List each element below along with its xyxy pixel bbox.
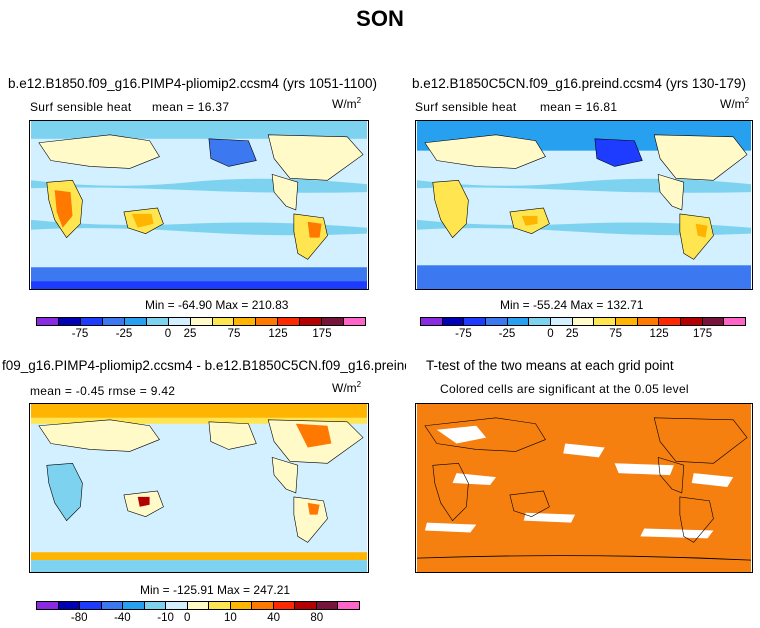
panel4-subtitle: Colored cells are significant at the 0.0…	[440, 382, 689, 396]
colorbar-tick-label: -80	[70, 612, 88, 624]
colorbar-swatch	[168, 318, 191, 325]
page-title: SON	[356, 6, 404, 31]
colorbar-swatch	[594, 318, 617, 325]
colorbar-swatch	[486, 318, 508, 325]
colorbar-tick-label: 0	[183, 612, 191, 624]
colorbar-tick-label: -25	[498, 328, 516, 340]
colorbar-tick-label: 175	[692, 328, 713, 340]
panel3-units: W/m2	[332, 380, 362, 395]
panel1-colorbar-ticks: -75 -25 0 25 75 125 175	[36, 328, 366, 342]
colorbar-swatch	[529, 318, 552, 325]
colorbar-swatch	[230, 602, 253, 609]
panel1-units: W/m2	[332, 96, 362, 111]
panel2-colorbar	[420, 317, 746, 326]
panel1-minmax: Min = -64.90 Max = 210.83	[145, 298, 289, 312]
panel1-title: b.e12.B1850.f09_g16.PIMP4-pliomip2.ccsm4…	[8, 76, 377, 91]
panel4-title: T-test of the two means at each grid poi…	[426, 358, 674, 373]
colorbar-tick-label: 10	[223, 612, 237, 624]
colorbar-swatch	[146, 318, 169, 325]
colorbar-swatch	[166, 602, 188, 609]
colorbar-swatch	[464, 318, 487, 325]
colorbar-tick-label: -25	[115, 328, 133, 340]
colorbar-swatch	[102, 318, 125, 325]
colorbar-swatch	[37, 602, 59, 609]
panel2-map	[415, 120, 753, 290]
colorbar-tick-label: 175	[312, 328, 332, 340]
colorbar-swatch	[124, 318, 147, 325]
colorbar-swatch	[212, 318, 235, 325]
colorbar-swatch	[702, 318, 725, 325]
colorbar-tick-label: 125	[268, 328, 288, 340]
colorbar-swatch	[659, 318, 682, 325]
colorbar-swatch	[551, 318, 573, 325]
colorbar-swatch	[616, 318, 638, 325]
panel2-mean: mean = 16.81	[540, 100, 618, 114]
panel2-minmax: Min = -55.24 Max = 132.71	[500, 298, 644, 312]
colorbar-swatch	[322, 318, 345, 325]
colorbar-swatch	[300, 318, 323, 325]
colorbar-tick-label: -75	[71, 328, 89, 340]
panel1-map	[29, 120, 369, 290]
colorbar-swatch	[273, 602, 296, 609]
colorbar-swatch	[572, 318, 595, 325]
colorbar-swatch	[144, 602, 167, 609]
colorbar-swatch	[256, 318, 279, 325]
colorbar-swatch	[123, 602, 145, 609]
colorbar-swatch	[80, 602, 102, 609]
colorbar-swatch	[344, 318, 366, 325]
colorbar-swatch	[209, 602, 231, 609]
colorbar-swatch	[278, 318, 301, 325]
colorbar-swatch	[234, 318, 257, 325]
colorbar-swatch	[421, 318, 443, 325]
colorbar-swatch	[58, 602, 81, 609]
colorbar-swatch	[187, 602, 210, 609]
panel4-map	[415, 403, 753, 573]
colorbar-swatch	[724, 318, 746, 325]
colorbar-swatch	[37, 318, 59, 325]
colorbar-swatch	[507, 318, 530, 325]
panel2-units: W/m2	[720, 96, 750, 111]
colorbar-swatch	[101, 602, 124, 609]
panel3-map	[29, 403, 369, 573]
colorbar-tick-label: 0	[547, 328, 554, 340]
colorbar-tick-label: 75	[609, 328, 622, 340]
panel2-title: b.e12.B1850C5CN.f09_g16.preind.ccsm4 (yr…	[412, 76, 746, 91]
panel1-mean: mean = 16.37	[152, 100, 230, 114]
colorbar-tick-label: -75	[455, 328, 472, 340]
colorbar-swatch	[58, 318, 81, 325]
colorbar-swatch	[252, 602, 274, 609]
colorbar-tick-label: 0	[164, 328, 172, 340]
colorbar-swatch	[316, 602, 339, 609]
panel3-stats: mean = -0.45 rmse = 9.42	[30, 384, 176, 398]
colorbar-tick-label: 80	[310, 612, 324, 624]
panel3-colorbar-ticks: -80 -40 -10 0 10 40 80	[36, 612, 360, 626]
colorbar-swatch	[190, 318, 213, 325]
colorbar-swatch	[295, 602, 317, 609]
colorbar-tick-label: 40	[267, 612, 280, 624]
colorbar-tick-label: -10	[157, 612, 174, 624]
colorbar-swatch	[637, 318, 660, 325]
panel1-variable: Surf sensible heat	[30, 100, 132, 114]
panel3-minmax: Min = -125.91 Max = 247.21	[140, 583, 291, 597]
colorbar-tick-label: -40	[114, 612, 131, 624]
colorbar-swatch	[80, 318, 103, 325]
colorbar-swatch	[338, 602, 359, 609]
panel1-colorbar	[36, 317, 366, 326]
colorbar-tick-label: 125	[649, 328, 669, 340]
panel2-variable: Surf sensible heat	[415, 100, 517, 114]
panel2-colorbar-ticks: -75 -25 0 25 75 125 175	[420, 328, 746, 342]
panel3-colorbar	[36, 601, 360, 610]
colorbar-swatch	[681, 318, 703, 325]
colorbar-tick-label: 75	[227, 328, 241, 340]
colorbar-tick-label: 25	[183, 328, 197, 340]
panel3-title: f09_g16.PIMP4-pliomip2.ccsm4 - b.e12.B18…	[2, 358, 406, 373]
colorbar-tick-label: 25	[565, 328, 579, 340]
colorbar-swatch	[442, 318, 465, 325]
